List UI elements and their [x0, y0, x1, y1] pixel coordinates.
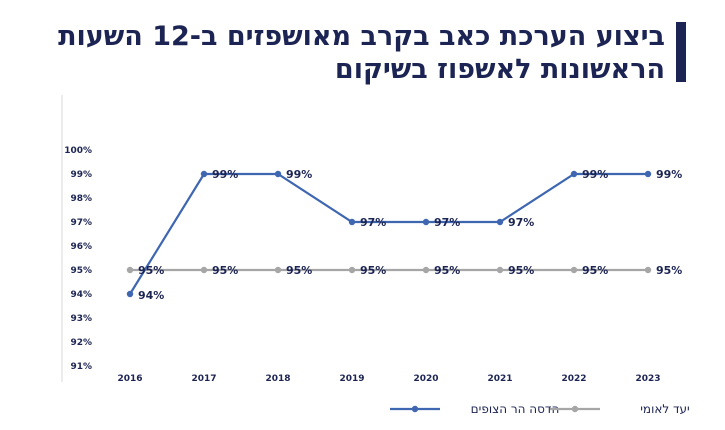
data-label: 95%	[434, 264, 460, 277]
data-point	[422, 218, 430, 226]
x-tick-label: 2021	[487, 374, 512, 384]
data-point	[496, 266, 504, 274]
y-tick-label: 98%	[70, 194, 92, 204]
y-tick-label: 92%	[70, 338, 92, 348]
data-label: 95%	[360, 264, 386, 277]
data-label: 97%	[434, 216, 460, 229]
data-point	[348, 218, 356, 226]
data-label: 99%	[286, 168, 312, 181]
data-label: 99%	[656, 168, 682, 181]
data-label: 95%	[138, 264, 164, 277]
legend-label: הדסה הר הצופים	[471, 402, 560, 416]
data-point	[570, 170, 578, 178]
data-point	[274, 266, 282, 274]
data-point	[126, 290, 134, 298]
y-tick-label: 96%	[70, 242, 92, 252]
title-line-2: הראשונות לאשפוז בשיקום	[334, 54, 665, 85]
data-label: 95%	[212, 264, 238, 277]
x-tick-label: 2023	[635, 374, 660, 384]
x-tick-label: 2020	[413, 374, 438, 384]
data-label: 95%	[286, 264, 312, 277]
data-label: 97%	[508, 216, 534, 229]
data-point	[348, 266, 356, 274]
data-label: 99%	[212, 168, 238, 181]
y-tick-label: 94%	[70, 290, 92, 300]
y-tick-label: 99%	[70, 170, 92, 180]
y-tick-label: 93%	[70, 314, 92, 324]
data-point	[496, 218, 504, 226]
data-label: 94%	[138, 289, 164, 302]
y-tick-label: 100%	[64, 146, 92, 156]
x-tick-label: 2016	[117, 374, 142, 384]
data-label: 95%	[508, 264, 534, 277]
data-label: 95%	[582, 264, 608, 277]
data-point	[644, 266, 652, 274]
data-point	[422, 266, 430, 274]
legend-label: יעד לאומי	[640, 402, 690, 416]
legend-swatch-marker	[571, 405, 579, 413]
data-label: 97%	[360, 216, 386, 229]
data-label: 99%	[582, 168, 608, 181]
data-point	[570, 266, 578, 274]
x-tick-label: 2018	[265, 374, 290, 384]
data-point	[274, 170, 282, 178]
page-title: ביצוע הערכת כאב בקרב מאושפזים ב-12 השעות…	[45, 20, 665, 86]
series-line	[129, 172, 648, 295]
x-tick-label: 2019	[339, 374, 364, 384]
x-tick-label: 2022	[561, 374, 586, 384]
legend-swatch-marker	[411, 405, 419, 413]
x-tick-label: 2017	[191, 374, 216, 384]
y-tick-label: 91%	[70, 362, 92, 372]
data-point	[126, 266, 134, 274]
data-point	[644, 170, 652, 178]
data-point	[200, 170, 208, 178]
data-point	[200, 266, 208, 274]
y-tick-label: 97%	[70, 218, 92, 228]
title-accent-bar	[676, 22, 686, 82]
y-tick-label: 95%	[70, 266, 92, 276]
data-label: 95%	[656, 264, 682, 277]
title-line-1: ביצוע הערכת כאב בקרב מאושפזים ב-12 השעות	[58, 21, 665, 52]
